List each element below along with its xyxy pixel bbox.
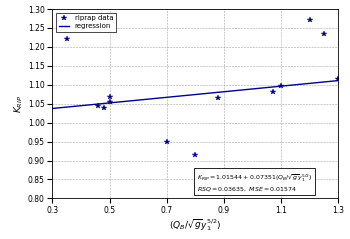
riprap data <box>199 170 203 173</box>
Line: riprap data: riprap data <box>64 18 347 175</box>
riprap data <box>322 32 326 35</box>
riprap data <box>107 95 112 98</box>
riprap data <box>336 78 341 81</box>
riprap data <box>193 153 197 156</box>
riprap data <box>107 100 112 103</box>
Legend: riprap data, regression: riprap data, regression <box>56 12 116 32</box>
X-axis label: $(Q_B/\sqrt{g}y_1^{5/2})$: $(Q_B/\sqrt{g}y_1^{5/2})$ <box>169 218 222 234</box>
riprap data <box>308 19 312 22</box>
riprap data <box>165 140 169 143</box>
riprap data <box>96 104 100 107</box>
Text: $K_{RIP}=1.01544+0.07351(Q_B/\sqrt{g}y_1^{5/2})$
$RSQ=0.03635,\ MSE=0.01574$: $K_{RIP}=1.01544+0.07351(Q_B/\sqrt{g}y_1… <box>197 172 312 193</box>
Y-axis label: $K_{RIP}$: $K_{RIP}$ <box>13 95 25 113</box>
riprap data <box>65 37 69 40</box>
riprap data <box>102 106 106 109</box>
riprap data <box>279 84 284 87</box>
riprap data <box>342 89 346 92</box>
riprap data <box>271 90 275 93</box>
riprap data <box>216 97 221 99</box>
